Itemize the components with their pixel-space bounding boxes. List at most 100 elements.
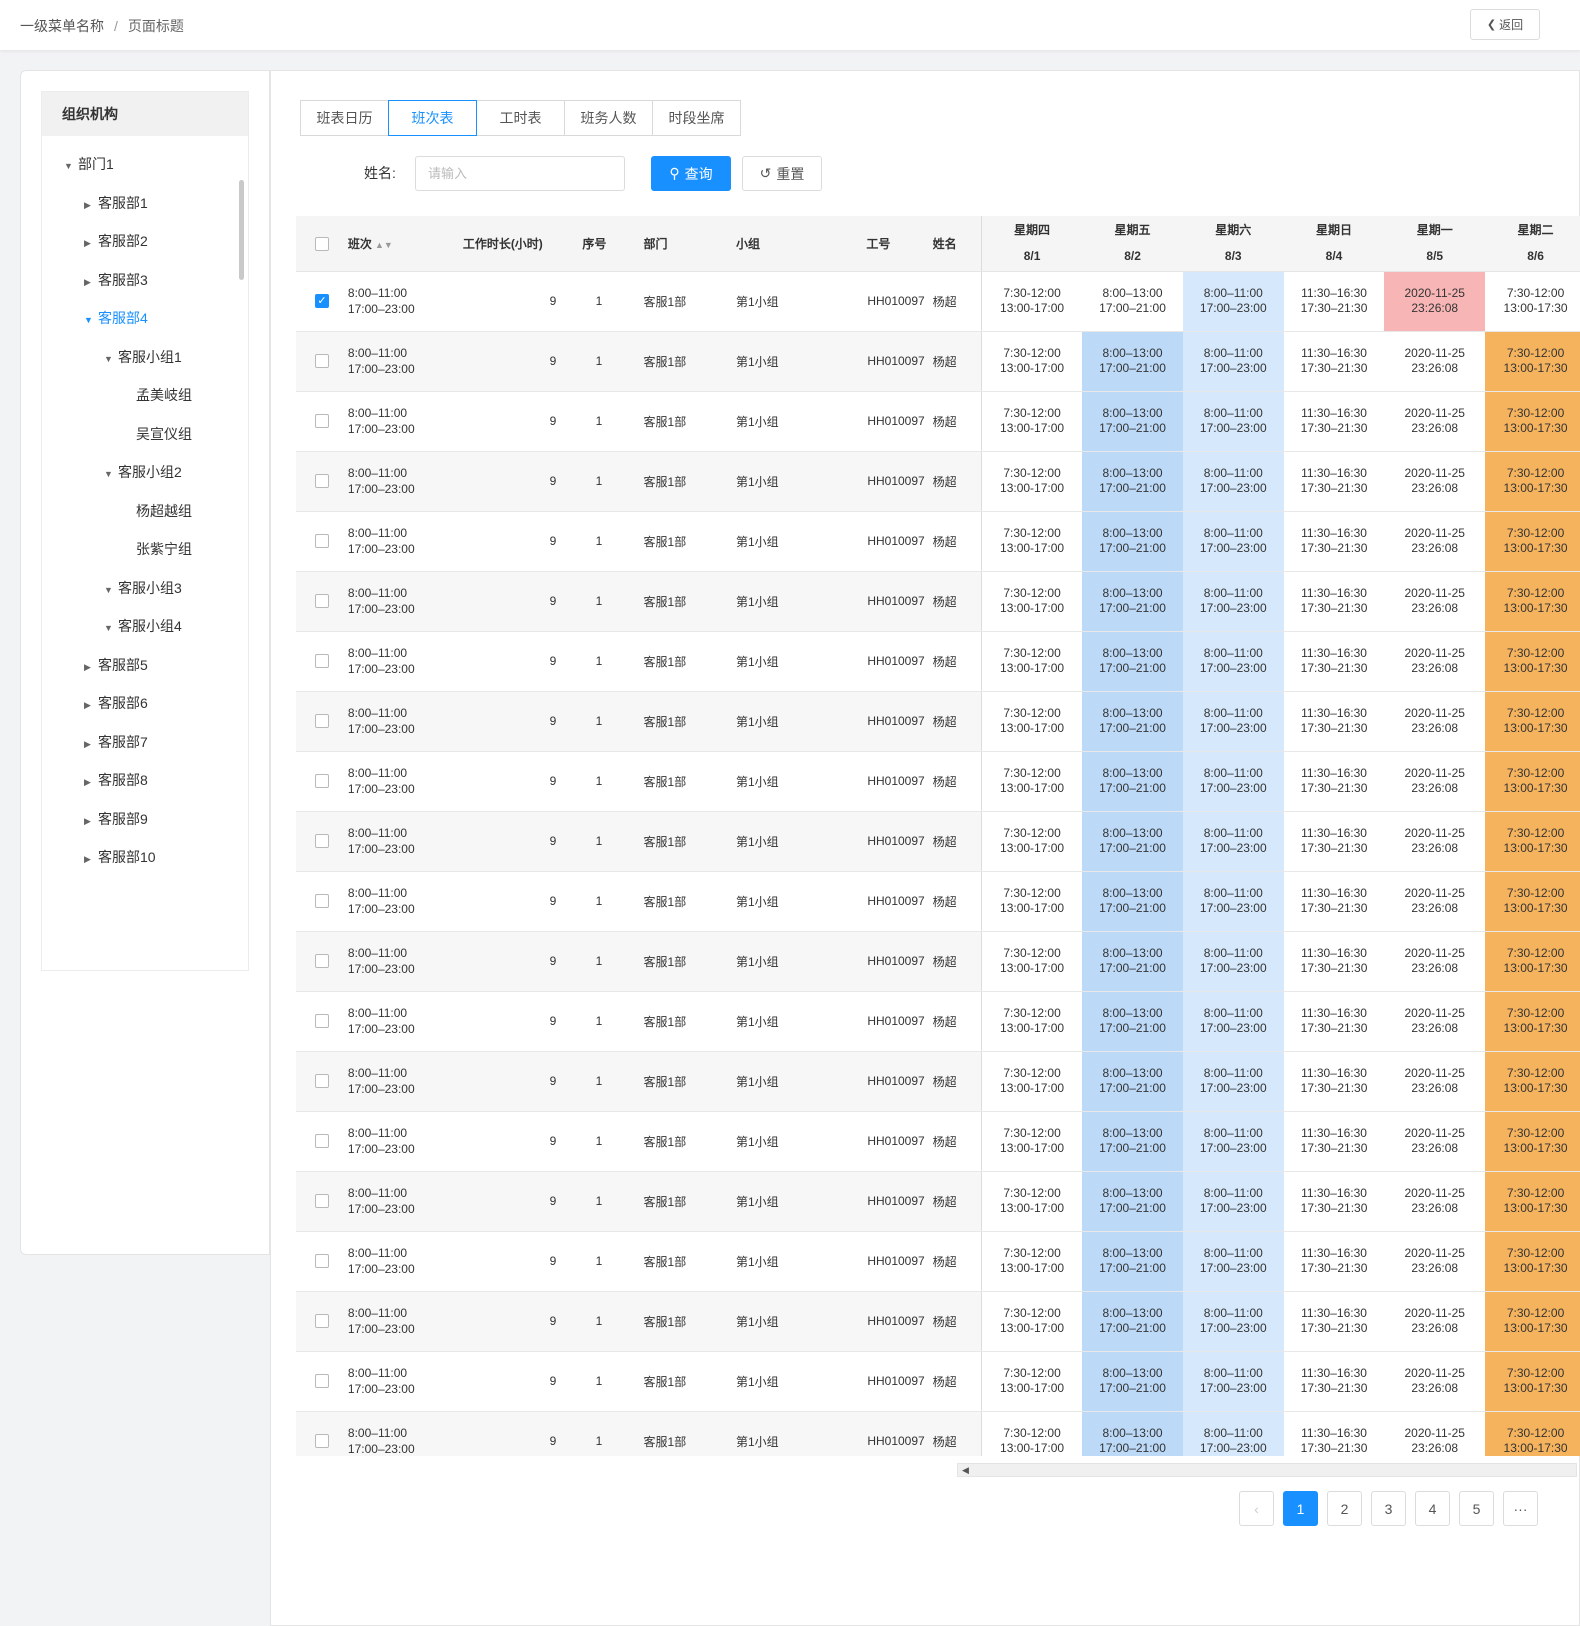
schedule-cell[interactable]: 8:00–13:00 17:00–21:00 — [1082, 271, 1183, 332]
schedule-cell[interactable]: 8:00–11:00 17:00–23:00 — [1182, 991, 1284, 1052]
schedule-cell[interactable]: 8:00–11:00 17:00–23:00 — [1182, 1051, 1284, 1112]
schedule-cell[interactable]: 7:30-12:00 13:00-17:00 — [980, 1111, 1083, 1172]
reset-button[interactable]: ↺ 重置 — [742, 156, 822, 191]
tree-scrollbar[interactable] — [239, 180, 244, 280]
schedule-cell[interactable]: 11:30–16:30 17:30–21:30 — [1283, 1291, 1385, 1352]
schedule-cell[interactable]: 8:00–11:00 17:00–23:00 — [1182, 1411, 1284, 1456]
schedule-cell[interactable]: 8:00–11:00 17:00–23:00 — [1182, 691, 1284, 752]
table-row[interactable]: 8:00–11:00 17:00–23:00 9 1 客服1部 第1小组 HH010097 杨… — [296, 331, 1580, 392]
schedule-cell[interactable]: 7:30-12:00 13:00-17:00 — [980, 631, 1083, 692]
table-row[interactable]: 8:00–11:00 17:00–23:00 9 1 客服1部 第1小组 HH010097 杨… — [296, 1051, 1580, 1112]
row-checkbox[interactable] — [314, 534, 329, 549]
tree-node[interactable]: 孟美岐组 — [122, 385, 192, 405]
tree-node[interactable]: ▶ 客服部8 — [84, 770, 148, 790]
schedule-cell[interactable]: 11:30–16:30 17:30–21:30 — [1283, 871, 1385, 932]
schedule-cell[interactable]: 7:30-12:00 13:00-17:30 — [1485, 331, 1580, 392]
schedule-cell[interactable]: 7:30-12:00 13:00-17:00 — [980, 571, 1083, 632]
row-checkbox[interactable] — [314, 1074, 329, 1089]
schedule-cell[interactable]: 11:30–16:30 17:30–21:30 — [1283, 751, 1385, 812]
schedule-cell[interactable]: 8:00–13:00 17:00–21:00 — [1082, 751, 1183, 812]
schedule-cell[interactable]: 2020-11-25 23:26:08 — [1384, 391, 1486, 452]
tree-node[interactable]: ▶ 客服部10 — [84, 847, 156, 867]
row-checkbox[interactable] — [314, 954, 329, 969]
schedule-cell[interactable]: 7:30-12:00 13:00-17:30 — [1485, 451, 1580, 512]
schedule-cell[interactable]: 7:30-12:00 13:00-17:30 — [1485, 1231, 1580, 1292]
caret-right-icon[interactable]: ▶ — [84, 738, 91, 749]
name-search-input[interactable]: 请输入 — [415, 156, 625, 191]
schedule-cell[interactable]: 8:00–13:00 17:00–21:00 — [1082, 1411, 1183, 1456]
schedule-cell[interactable]: 8:00–13:00 17:00–21:00 — [1082, 991, 1183, 1052]
schedule-cell[interactable]: 2020-11-25 23:26:08 — [1384, 271, 1486, 332]
tree-node[interactable]: ▶ 客服部1 — [84, 193, 148, 213]
schedule-cell[interactable]: 7:30-12:00 13:00-17:00 — [980, 1171, 1083, 1232]
schedule-cell[interactable]: 7:30-12:00 13:00-17:00 — [980, 1351, 1083, 1412]
row-checkbox[interactable] — [314, 474, 329, 489]
row-checkbox[interactable] — [314, 594, 329, 609]
caret-right-icon[interactable]: ▶ — [84, 238, 91, 248]
query-button[interactable]: ⚲ 查询 — [651, 156, 731, 191]
schedule-cell[interactable]: 8:00–11:00 17:00–23:00 — [1182, 571, 1284, 632]
schedule-cell[interactable]: 8:00–11:00 17:00–23:00 — [1182, 331, 1284, 392]
schedule-cell[interactable]: 8:00–13:00 17:00–21:00 — [1082, 451, 1183, 512]
caret-down-icon[interactable]: ▼ — [84, 315, 93, 325]
schedule-cell[interactable]: 2020-11-25 23:26:08 — [1384, 1111, 1486, 1172]
schedule-cell[interactable]: 11:30–16:30 17:30–21:30 — [1283, 1111, 1385, 1172]
row-checkbox[interactable] — [314, 1194, 329, 1209]
schedule-cell[interactable]: 7:30-12:00 13:00-17:00 — [980, 1051, 1083, 1112]
row-checkbox[interactable] — [314, 774, 329, 789]
table-row[interactable]: 8:00–11:00 17:00–23:00 9 1 客服1部 第1小组 HH010097 杨… — [296, 631, 1580, 692]
col-header-shift[interactable]: 班次 ▲▼ — [347, 216, 453, 272]
caret-right-icon[interactable]: ▶ — [84, 199, 91, 210]
schedule-cell[interactable]: 8:00–11:00 17:00–23:00 — [1182, 511, 1284, 572]
schedule-cell[interactable]: 8:00–13:00 17:00–21:00 — [1082, 811, 1183, 872]
schedule-cell[interactable]: 2020-11-25 23:26:08 — [1384, 751, 1486, 812]
sort-icon[interactable]: ▲▼ — [374, 239, 393, 250]
schedule-cell[interactable]: 8:00–13:00 17:00–21:00 — [1082, 331, 1183, 392]
tree-node[interactable]: 吴宣仪组 — [122, 424, 192, 444]
schedule-cell[interactable]: 7:30-12:00 13:00-17:30 — [1485, 1291, 1580, 1352]
schedule-cell[interactable]: 7:30-12:00 13:00-17:30 — [1485, 871, 1580, 932]
scroll-left-arrow-icon[interactable]: ◀ — [962, 1465, 969, 1475]
schedule-cell[interactable]: 2020-11-25 23:26:08 — [1384, 1171, 1486, 1232]
schedule-cell[interactable]: 7:30-12:00 13:00-17:00 — [980, 451, 1083, 512]
schedule-cell[interactable]: 7:30-12:00 13:00-17:30 — [1485, 1171, 1580, 1232]
schedule-cell[interactable]: 8:00–11:00 17:00–23:00 — [1182, 271, 1284, 332]
schedule-cell[interactable]: 11:30–16:30 17:30–21:30 — [1283, 991, 1385, 1052]
schedule-cell[interactable]: 11:30–16:30 17:30–21:30 — [1283, 631, 1385, 692]
schedule-cell[interactable]: 7:30-12:00 13:00-17:30 — [1485, 571, 1580, 632]
schedule-cell[interactable]: 2020-11-25 23:26:08 — [1384, 991, 1486, 1052]
caret-down-icon[interactable]: ▼ — [104, 469, 113, 479]
page-5-button[interactable]: 5 — [1459, 1491, 1494, 1526]
caret-right-icon[interactable]: ▶ — [84, 815, 91, 826]
tree-node[interactable]: ▼ 客服小组2 — [104, 462, 182, 482]
schedule-cell[interactable]: 2020-11-25 23:26:08 — [1384, 931, 1486, 992]
schedule-cell[interactable]: 7:30-12:00 13:00-17:30 — [1485, 1411, 1580, 1456]
schedule-cell[interactable]: 11:30–16:30 17:30–21:30 — [1283, 1351, 1385, 1412]
schedule-cell[interactable]: 8:00–11:00 17:00–23:00 — [1182, 391, 1284, 452]
table-row[interactable]: 8:00–11:00 17:00–23:00 9 1 客服1部 第1小组 HH010097 杨… — [296, 511, 1580, 572]
schedule-cell[interactable]: 7:30-12:00 13:00-17:00 — [980, 391, 1083, 452]
schedule-cell[interactable]: 8:00–13:00 17:00–21:00 — [1082, 511, 1183, 572]
schedule-cell[interactable]: 8:00–11:00 17:00–23:00 — [1182, 931, 1284, 992]
schedule-cell[interactable]: 8:00–11:00 17:00–23:00 — [1182, 1291, 1284, 1352]
schedule-cell[interactable]: 8:00–13:00 17:00–21:00 — [1082, 931, 1183, 992]
breadcrumb-level1[interactable]: 一级菜单名称 — [20, 18, 104, 34]
schedule-cell[interactable]: 7:30-12:00 13:00-17:30 — [1485, 691, 1580, 752]
tree-node[interactable]: ▶ 客服部9 — [84, 809, 148, 829]
schedule-cell[interactable]: 8:00–11:00 17:00–23:00 — [1182, 451, 1284, 512]
caret-down-icon[interactable]: ▼ — [64, 161, 73, 171]
caret-right-icon[interactable]: ▶ — [84, 777, 91, 787]
schedule-cell[interactable]: 7:30-12:00 13:00-17:00 — [980, 511, 1083, 572]
schedule-cell[interactable]: 8:00–13:00 17:00–21:00 — [1082, 631, 1183, 692]
schedule-cell[interactable]: 11:30–16:30 17:30–21:30 — [1283, 811, 1385, 872]
caret-down-icon[interactable]: ▼ — [104, 353, 113, 364]
row-checkbox[interactable] — [314, 834, 329, 849]
schedule-cell[interactable]: 7:30-12:00 13:00-17:30 — [1485, 271, 1580, 332]
schedule-cell[interactable]: 2020-11-25 23:26:08 — [1384, 631, 1486, 692]
table-row[interactable]: 8:00–11:00 17:00–23:00 9 1 客服1部 第1小组 HH010097 杨… — [296, 931, 1580, 992]
schedule-cell[interactable]: 7:30-12:00 13:00-17:30 — [1485, 811, 1580, 872]
schedule-cell[interactable]: 7:30-12:00 13:00-17:00 — [980, 1231, 1083, 1292]
schedule-cell[interactable]: 7:30-12:00 13:00-17:30 — [1485, 1051, 1580, 1112]
row-checkbox[interactable] — [314, 1014, 329, 1029]
schedule-cell[interactable]: 2020-11-25 23:26:08 — [1384, 331, 1486, 392]
